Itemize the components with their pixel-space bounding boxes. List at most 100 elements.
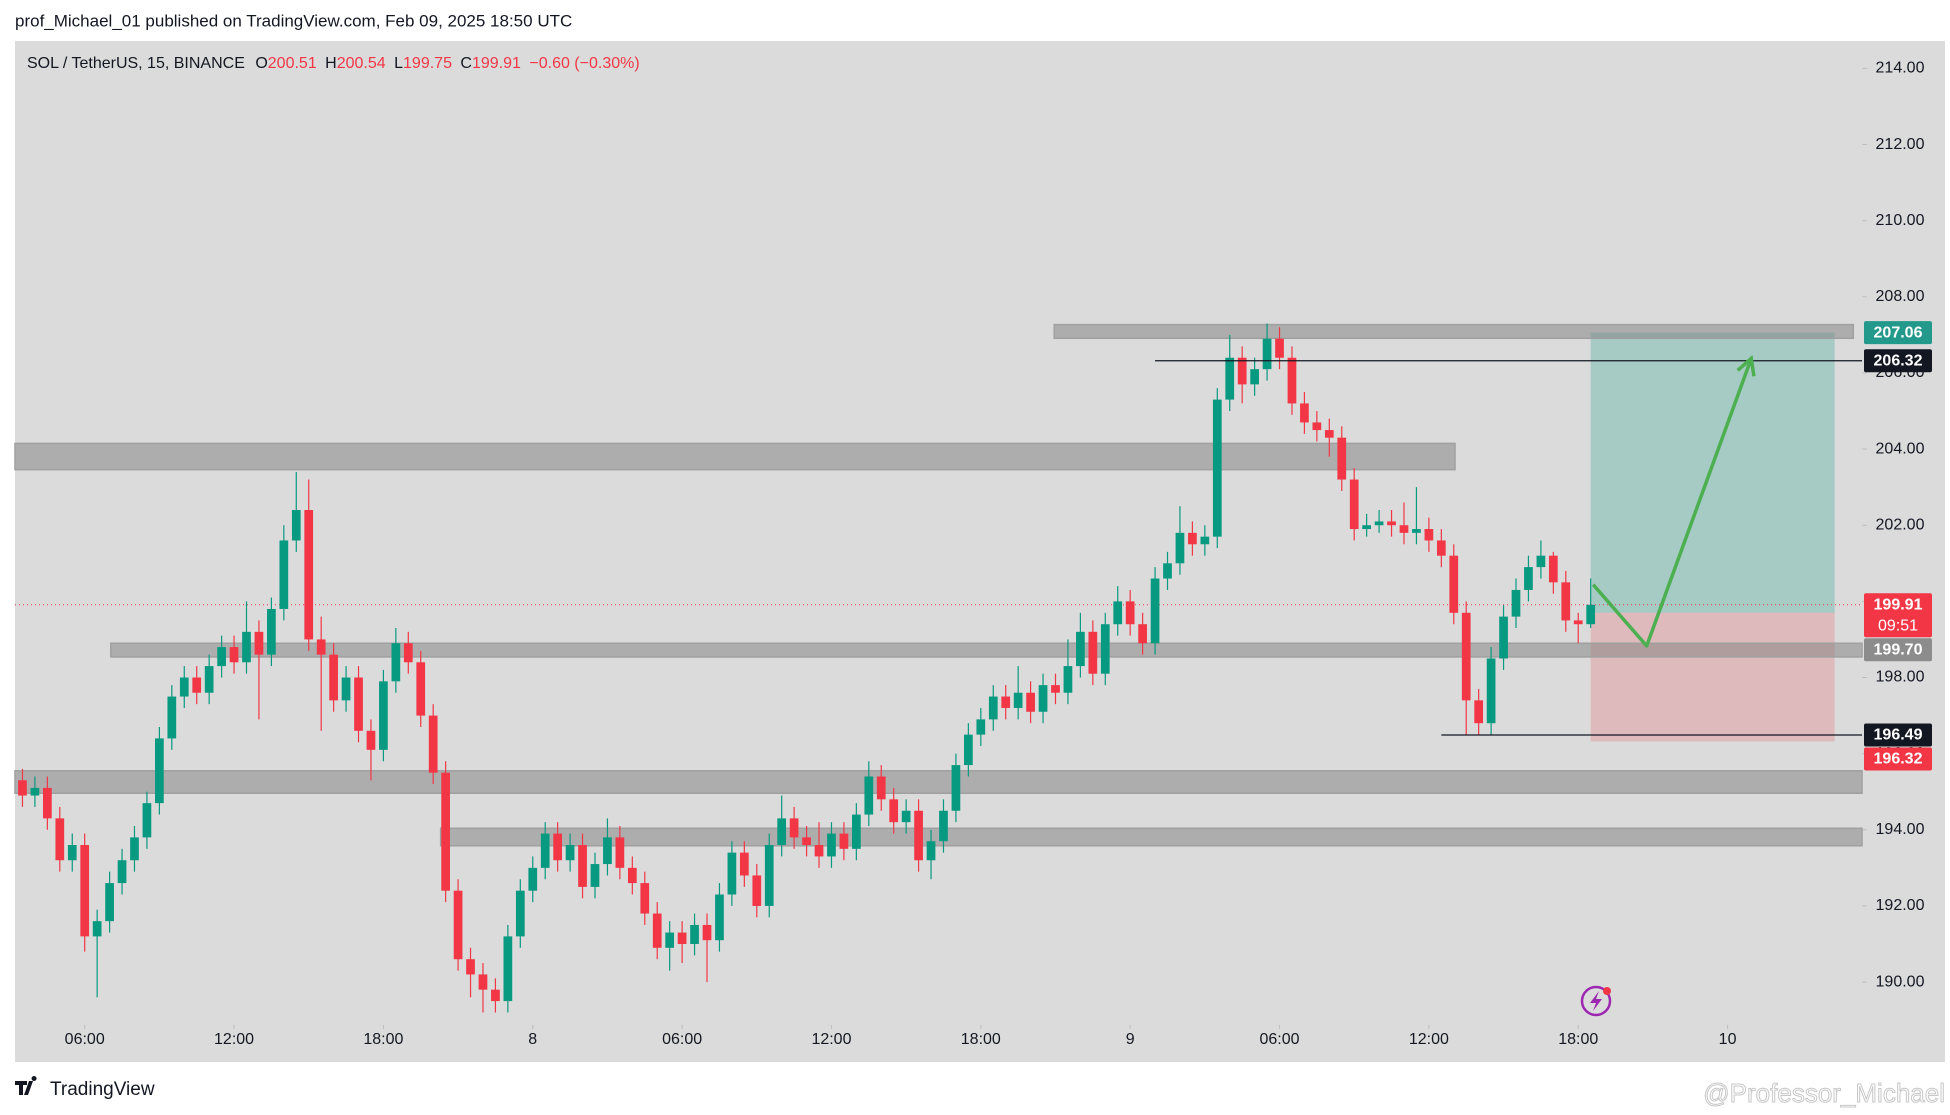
price-tag — [1864, 593, 1932, 638]
candle-body — [1113, 601, 1123, 625]
candle-body — [229, 647, 239, 663]
candle-body — [441, 772, 450, 891]
x-tick-label: 10 — [1719, 1031, 1737, 1048]
candle-body — [1138, 624, 1147, 644]
candle-body — [1349, 479, 1359, 530]
target-zone — [1590, 332, 1835, 613]
candle-body — [814, 845, 824, 857]
y-tick-label: 214.00 — [1876, 60, 1925, 77]
candle-body — [1424, 529, 1434, 541]
price-tag — [1864, 349, 1932, 373]
candle-body — [1250, 369, 1259, 385]
candle-body — [802, 837, 811, 846]
candle-body — [1125, 601, 1135, 625]
x-tick-label: 06:00 — [65, 1031, 105, 1048]
x-tick-label: 18:00 — [961, 1031, 1001, 1048]
alert-icon — [1580, 985, 1612, 1017]
candle-body — [217, 647, 226, 667]
candle-body — [1188, 532, 1197, 545]
candle-body — [1200, 536, 1210, 545]
candle-body — [1362, 525, 1372, 530]
candle-body — [341, 677, 351, 701]
price-tag-label: 206.32 — [1874, 352, 1923, 369]
legend-value: 199.75 — [403, 55, 452, 72]
symbol: SOL / TetherUS, 15, BINANCE — [27, 55, 245, 72]
price-tag-label: 199.70 — [1874, 642, 1923, 659]
price-tag-label: 207.06 — [1874, 324, 1923, 341]
legend-key: L — [394, 55, 403, 72]
candle-body — [366, 730, 376, 750]
candle-body — [1399, 525, 1409, 533]
projection-arrow — [1591, 357, 1753, 648]
candle-body — [515, 890, 525, 937]
candle-body — [291, 510, 301, 541]
y-tick-label: 202.00 — [1876, 516, 1925, 533]
candle-body — [864, 776, 874, 815]
zone — [1053, 323, 1855, 340]
candle-body — [354, 677, 363, 731]
price-tag — [1864, 321, 1932, 345]
candle-body — [590, 864, 600, 887]
y-tick-label: 204.00 — [1876, 440, 1925, 457]
candle-body — [1499, 616, 1508, 659]
candle-body — [1337, 437, 1347, 480]
candle-body — [254, 631, 264, 655]
candle-body — [1225, 357, 1235, 400]
candle-body — [105, 883, 114, 922]
change: −0.60 (−0.30%) — [529, 55, 639, 72]
logo — [15, 1076, 37, 1095]
candle-body — [851, 814, 861, 849]
candle-body — [167, 696, 177, 739]
candle-body — [652, 913, 662, 948]
candle-body — [1175, 532, 1185, 564]
candle-body — [1449, 555, 1459, 613]
candle-body — [30, 787, 40, 796]
candle-body — [1013, 692, 1023, 708]
legend-key: O — [255, 55, 267, 72]
candle-body — [1561, 582, 1571, 621]
candle-body — [715, 894, 724, 941]
candle-body — [1486, 658, 1496, 724]
candle-body — [988, 696, 998, 720]
watermark: @Professor_Michael — [1703, 1078, 1945, 1108]
candle-body — [1536, 555, 1546, 568]
candle-body — [640, 883, 650, 914]
candle-body — [615, 837, 625, 868]
candle-body — [1312, 422, 1322, 431]
legend-key: C — [460, 55, 472, 72]
candle-body — [1237, 357, 1247, 385]
candle-body — [976, 719, 986, 735]
header: prof_Michael_01 published on TradingView… — [15, 11, 572, 30]
candle-body — [279, 540, 289, 609]
stop-zone — [1590, 612, 1835, 742]
candle-body — [55, 818, 65, 861]
legend-value: 199.91 — [472, 55, 521, 72]
y-tick-label: 210.00 — [1876, 212, 1925, 229]
candle-body — [1026, 692, 1035, 712]
candle-body — [1275, 338, 1284, 358]
x-tick-label: 8 — [528, 1031, 537, 1048]
candle-body — [1474, 700, 1484, 724]
candle-body — [1287, 357, 1297, 404]
legend-value: 200.54 — [337, 55, 386, 72]
candle-body — [1001, 696, 1011, 708]
candle-body — [839, 833, 849, 849]
candle-body — [1324, 430, 1334, 438]
price-tag-label: 196.32 — [1874, 751, 1923, 768]
candle-body — [92, 921, 102, 937]
candle-body — [926, 841, 936, 861]
x-tick-label: 06:00 — [1259, 1031, 1299, 1048]
candle-body — [665, 932, 675, 948]
candle-body — [179, 677, 189, 697]
x-tick-label: 06:00 — [662, 1031, 702, 1048]
zone — [14, 442, 1456, 471]
candle-body — [528, 867, 538, 891]
x-tick-label: 12:00 — [1409, 1031, 1449, 1048]
y-tick-label: 212.00 — [1876, 136, 1925, 153]
candle-body — [142, 803, 152, 838]
price-tag — [1864, 723, 1932, 747]
candle-body — [603, 837, 612, 865]
price-tag — [1864, 747, 1932, 771]
candle-body — [155, 738, 164, 804]
